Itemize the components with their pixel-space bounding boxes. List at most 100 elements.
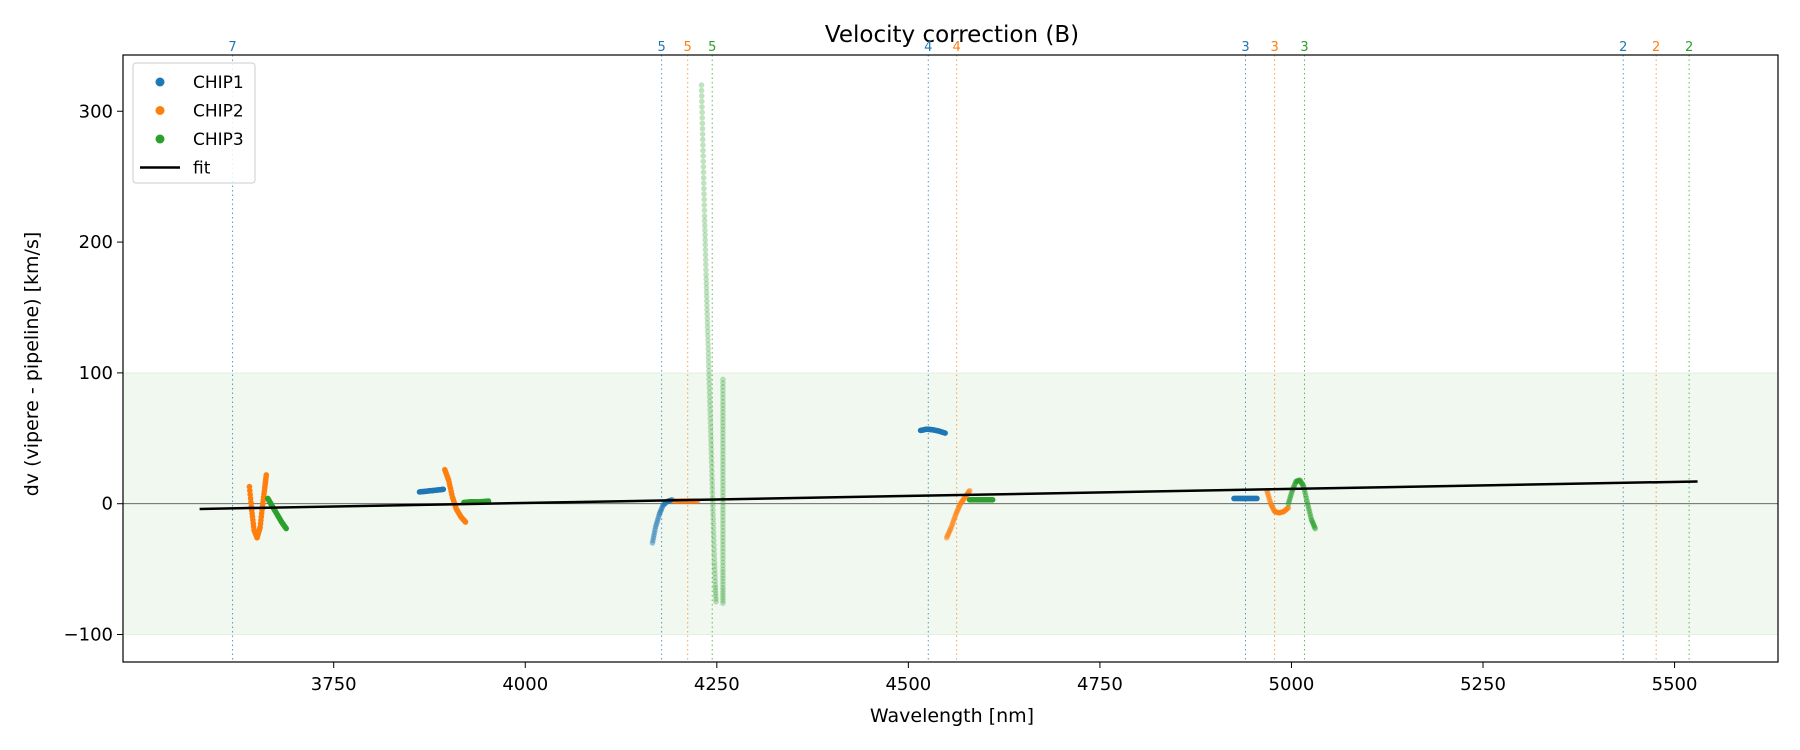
order-label-4: 4 — [924, 40, 932, 55]
data-point-chip3-6-0-4-0 — [701, 213, 708, 219]
data-point-chip3-6-0-8-5 — [705, 346, 712, 352]
data-point-chip3-6-1-6-5 — [720, 520, 726, 527]
data-point-chip3-6-0-11-2 — [707, 411, 713, 418]
order-label-8: 3 — [1300, 40, 1308, 55]
data-point-chip3-6-0-7-0 — [704, 298, 710, 304]
data-point-chip3-6-0-0-5 — [699, 109, 705, 116]
data-point-chip3-6-0-3-1 — [701, 185, 707, 192]
data-point-chip3-6-0-2-4 — [700, 169, 707, 176]
data-point-chip3-6-1-end — [720, 600, 726, 606]
data-point-chip3-6-1-5-2 — [720, 489, 726, 496]
data-point-chip3-6-1-0-4 — [720, 391, 726, 398]
y-tick-label-3: 200 — [79, 232, 113, 253]
data-point-chip1-1-0-0-1 — [650, 537, 656, 544]
data-point-chip1-1-0-0-2 — [650, 534, 657, 541]
data-point-chip1-1-0-0-5 — [652, 527, 658, 533]
data-point-chip1-0-0-end — [440, 486, 447, 493]
data-point-chip3-6-1-5-1 — [720, 486, 726, 492]
data-point-chip3-6-1-2-5 — [720, 437, 726, 443]
data-point-chip3-6-0-16-2 — [711, 542, 717, 548]
data-point-chip3-6-0-5-5 — [703, 266, 709, 273]
data-point-chip3-6-1-0-0 — [720, 376, 726, 383]
data-point-chip3-6-1-7-0 — [720, 524, 726, 531]
data-point-chip3-6-0-8-3 — [705, 337, 711, 343]
x-tick-label-0: 3750 — [311, 674, 357, 695]
data-point-chip3-6-0-10-3 — [706, 389, 713, 396]
x-tick-label-1: 4000 — [502, 674, 548, 695]
y-tick-label-2: 100 — [79, 363, 113, 384]
data-point-chip3-6-0-17-1 — [711, 563, 718, 570]
data-point-chip3-6-0-12-3 — [708, 442, 714, 448]
data-point-chip3-6-0-2-0 — [700, 147, 706, 154]
data-point-chip3-6-1-3-2 — [720, 447, 726, 454]
data-point-chip3-6-1-3-1 — [720, 444, 726, 450]
legend-label-1: CHIP2 — [193, 102, 244, 122]
data-point-chip3-6-0-16-5 — [711, 555, 718, 562]
data-point-chip3-6-1-7-4 — [720, 538, 726, 545]
data-point-chip3-6-1-8-0 — [720, 545, 726, 551]
data-point-chip3-6-0-12-5 — [708, 450, 715, 457]
data-point-chip3-6-0-2-5 — [700, 174, 707, 181]
data-point-chip3-6-1-6-0 — [720, 503, 726, 510]
data-point-chip3-6-1-5-3 — [720, 493, 726, 499]
x-tick-label-7: 5500 — [1652, 674, 1698, 695]
data-point-chip3-6-0-5-0 — [702, 241, 709, 248]
data-point-chip3-6-1-10-2 — [720, 589, 726, 596]
data-point-chip3-6-1-9-5 — [720, 581, 726, 588]
data-point-chip1-1-0-2-0 — [656, 511, 663, 517]
data-point-chip1-1-0-3-2 — [661, 500, 668, 507]
fit-line — [199, 480, 1698, 511]
data-point-chip3-6-1-1-5 — [720, 416, 726, 422]
data-point-chip3-6-0-9-0 — [705, 350, 712, 357]
data-point-chip3-6-0-3-2 — [701, 191, 707, 197]
data-point-chip3-6-0-7-1 — [704, 302, 710, 309]
data-point-chip3-6-1-10-4 — [720, 595, 726, 601]
data-point-chip3-4-0-end — [283, 525, 290, 532]
y-tick-label-1: 0 — [102, 494, 113, 515]
x-tick-label-5: 5000 — [1269, 674, 1315, 695]
data-point-chip3-6-1-9-0 — [720, 566, 726, 572]
data-point-chip3-6-1-9-2 — [720, 572, 726, 579]
data-point-chip3-6-0-14-1 — [709, 485, 716, 492]
data-point-chip3-6-1-4-1 — [720, 465, 726, 471]
legend-label-0: CHIP1 — [193, 73, 244, 93]
data-point-chip3-6-0-8-4 — [705, 341, 711, 348]
data-point-chip3-6-0-3-4 — [701, 202, 708, 208]
data-point-chip3-6-0-17-2 — [711, 567, 718, 573]
data-point-chip3-6-1-9-1 — [720, 569, 726, 575]
data-point-chip3-6-0-15-1 — [710, 511, 716, 518]
data-point-chip3-6-0-11-0 — [707, 402, 713, 409]
data-point-chip3-6-1-8-3 — [720, 555, 726, 562]
data-point-chip1-1-0-1-2 — [653, 520, 660, 526]
data-point-chip3-6-0-6-1 — [703, 276, 710, 282]
data-point-chip3-6-0-14-5 — [710, 503, 716, 509]
data-point-chip2-2-1-end — [462, 519, 469, 525]
data-point-chip3-6-1-9-4 — [720, 578, 726, 585]
data-point-chip1-0-2-end — [1254, 495, 1260, 502]
data-point-chip3-6-0-8-2 — [705, 333, 711, 339]
legend-box — [132, 62, 256, 184]
data-point-chip3-6-0-13-3 — [709, 468, 715, 474]
data-point-chip3-6-0-2-2 — [700, 158, 707, 165]
order-label-3: 5 — [708, 40, 716, 55]
data-point-chip3-6-0-6-0 — [703, 271, 709, 278]
data-point-chip3-6-0-15-3 — [710, 520, 717, 527]
data-point-chip3-6-0-11-1 — [707, 407, 713, 413]
data-point-chip1-1-0-1-3 — [654, 517, 661, 524]
data-point-chip3-6-0-13-4 — [709, 472, 715, 479]
data-point-chip1-1-0-1-4 — [655, 515, 661, 522]
data-point-chip3-6-1-8-1 — [720, 548, 726, 555]
order-label-0: 7 — [228, 40, 236, 55]
data-point-chip1-0-1-end — [942, 430, 948, 436]
data-point-chip3-6-0-15-0 — [710, 507, 716, 514]
data-point-chip3-6-1-6-4 — [720, 517, 726, 524]
x-tick-label-3: 4500 — [885, 674, 931, 695]
data-point-chip3-6-0-17-5 — [712, 578, 718, 584]
data-point-chip3-6-0-13-1 — [708, 459, 715, 466]
data-point-chip3-6-0-12-1 — [708, 433, 714, 439]
legend-label-3: fit — [193, 159, 211, 179]
data-point-chip3-6-0-0-2 — [698, 93, 705, 99]
data-point-chip3-6-1-10-5 — [720, 597, 726, 604]
data-point-chip3-6-0-end — [713, 599, 719, 605]
data-point-chip3-6-1-2-4 — [720, 433, 726, 440]
